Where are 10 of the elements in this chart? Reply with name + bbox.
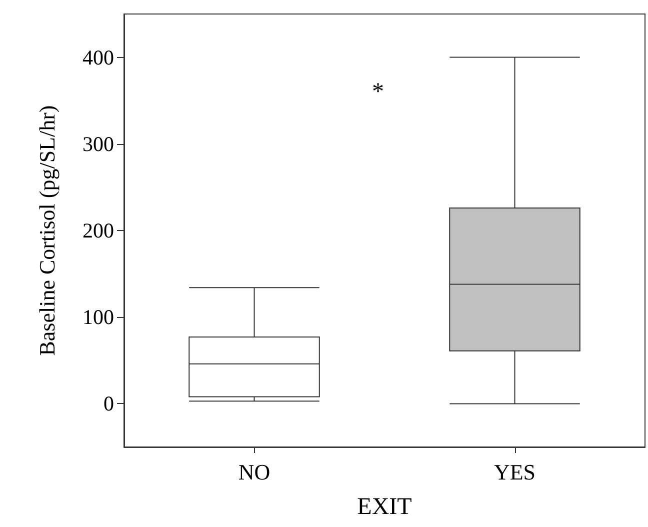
y-tick-label: 200 xyxy=(82,218,114,242)
x-tick-label: NO xyxy=(238,460,270,484)
x-tick-label: YES xyxy=(494,460,536,484)
y-tick-label: 0 xyxy=(104,392,114,416)
y-axis-title: Baseline Cortisol (pg/SL/hr) xyxy=(34,105,60,356)
y-tick-label: 100 xyxy=(82,305,114,330)
y-tick-label: 300 xyxy=(82,132,114,156)
annotation: * xyxy=(372,79,384,105)
y-tick-label: 400 xyxy=(82,45,114,70)
x-axis-title: EXIT xyxy=(357,494,412,520)
